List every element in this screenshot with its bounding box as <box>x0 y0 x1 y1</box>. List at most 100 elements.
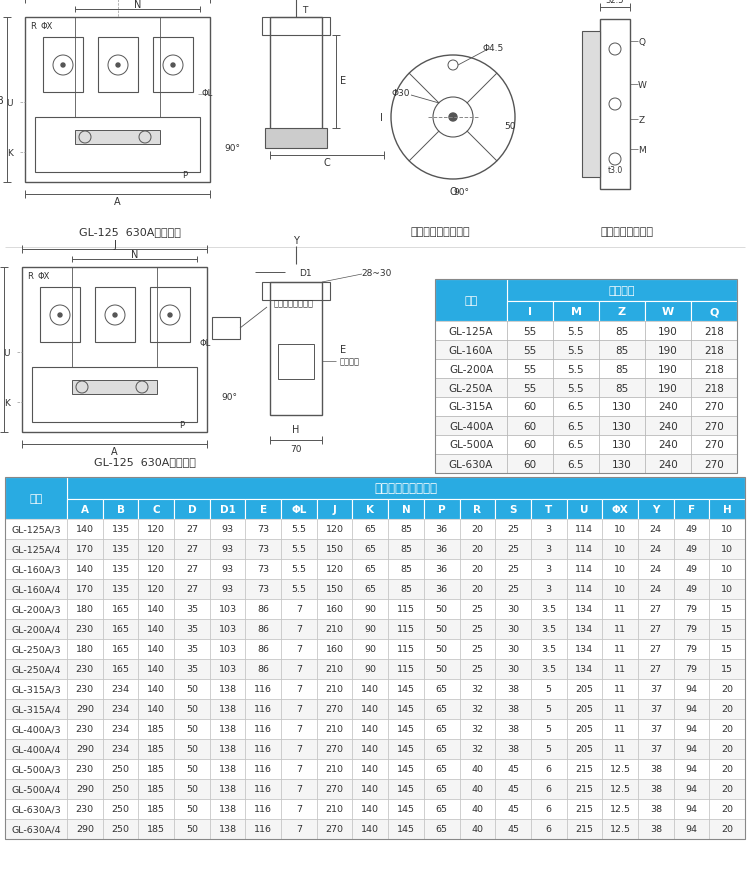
Text: 210: 210 <box>326 805 344 814</box>
Bar <box>67 560 103 579</box>
Circle shape <box>113 314 117 317</box>
Text: 10: 10 <box>614 565 626 574</box>
Bar <box>674 599 710 620</box>
Text: U: U <box>4 348 10 357</box>
Text: 115: 115 <box>397 645 415 654</box>
Bar <box>5 759 67 780</box>
Text: 50: 50 <box>436 605 448 614</box>
Text: D1: D1 <box>298 268 311 277</box>
Text: 5: 5 <box>546 745 552 754</box>
Bar <box>599 435 645 454</box>
Text: 138: 138 <box>218 685 237 694</box>
Text: 230: 230 <box>76 685 94 694</box>
Bar <box>424 699 460 719</box>
Bar <box>281 699 316 719</box>
Circle shape <box>449 114 457 122</box>
Bar <box>174 699 210 719</box>
Bar <box>638 719 674 739</box>
Text: 49: 49 <box>686 544 698 554</box>
Bar <box>153 38 193 93</box>
Text: 205: 205 <box>575 725 593 734</box>
Text: O: O <box>449 187 457 197</box>
Text: 37: 37 <box>650 725 662 734</box>
Text: 135: 135 <box>112 544 130 554</box>
Bar <box>710 539 745 560</box>
Bar <box>460 799 495 819</box>
Text: 85: 85 <box>400 585 412 594</box>
Text: 20: 20 <box>471 525 483 534</box>
Text: 7: 7 <box>296 625 302 634</box>
Text: 250: 250 <box>112 805 130 814</box>
Text: 65: 65 <box>364 525 376 534</box>
Bar <box>531 699 566 719</box>
Bar <box>638 539 674 560</box>
Text: 240: 240 <box>658 402 678 412</box>
Text: 11: 11 <box>614 685 626 694</box>
Text: 240: 240 <box>658 440 678 450</box>
Text: 170: 170 <box>76 544 94 554</box>
Bar <box>531 659 566 679</box>
Bar <box>710 639 745 659</box>
Text: ΦX: ΦX <box>612 504 628 514</box>
Text: 5.5: 5.5 <box>568 345 584 355</box>
Bar <box>602 739 638 759</box>
Bar <box>507 435 553 454</box>
Bar <box>674 560 710 579</box>
Text: 210: 210 <box>326 685 344 694</box>
Bar <box>67 739 103 759</box>
Bar <box>531 500 566 519</box>
Text: 140: 140 <box>362 725 380 734</box>
Text: 38: 38 <box>650 824 662 833</box>
Text: 230: 230 <box>76 625 94 634</box>
Text: N: N <box>134 0 141 10</box>
Text: 柜外操作安装底板: 柜外操作安装底板 <box>601 227 653 237</box>
Text: K: K <box>366 504 374 514</box>
Text: 45: 45 <box>507 785 519 794</box>
Bar <box>435 280 507 322</box>
Text: 7: 7 <box>296 745 302 754</box>
Bar <box>566 799 602 819</box>
Bar <box>103 699 138 719</box>
Bar <box>710 519 745 539</box>
Text: 11: 11 <box>614 605 626 614</box>
Bar <box>495 620 531 639</box>
Text: 7: 7 <box>296 605 302 614</box>
Text: GL-250A/4: GL-250A/4 <box>11 665 61 674</box>
Text: C: C <box>324 158 331 168</box>
Bar <box>281 719 316 739</box>
Bar <box>638 620 674 639</box>
Text: GL-125A: GL-125A <box>448 326 494 336</box>
Text: 11: 11 <box>614 704 626 713</box>
Text: 180: 180 <box>76 605 94 614</box>
Bar <box>495 679 531 699</box>
Bar <box>645 454 691 474</box>
Text: 210: 210 <box>326 764 344 773</box>
Text: P: P <box>179 420 184 429</box>
Bar <box>5 539 67 560</box>
Text: 27: 27 <box>186 565 198 574</box>
Text: 27: 27 <box>650 605 662 614</box>
Text: 27: 27 <box>650 645 662 654</box>
Text: C: C <box>152 504 160 514</box>
Bar <box>507 398 553 417</box>
Bar <box>602 759 638 780</box>
Bar <box>531 739 566 759</box>
Text: 140: 140 <box>147 605 165 614</box>
Bar <box>674 639 710 659</box>
Bar <box>566 539 602 560</box>
Text: 140: 140 <box>147 704 165 713</box>
Text: 215: 215 <box>575 785 593 794</box>
Bar <box>599 398 645 417</box>
Text: 7: 7 <box>296 685 302 694</box>
Circle shape <box>58 314 62 317</box>
Bar <box>460 699 495 719</box>
Bar <box>138 639 174 659</box>
Text: 90: 90 <box>364 645 376 654</box>
Text: 25: 25 <box>507 544 519 554</box>
Text: 134: 134 <box>575 605 593 614</box>
Text: 205: 205 <box>575 704 593 713</box>
Text: 40: 40 <box>471 805 483 814</box>
Bar <box>67 759 103 780</box>
Bar <box>174 620 210 639</box>
Bar <box>507 454 553 474</box>
